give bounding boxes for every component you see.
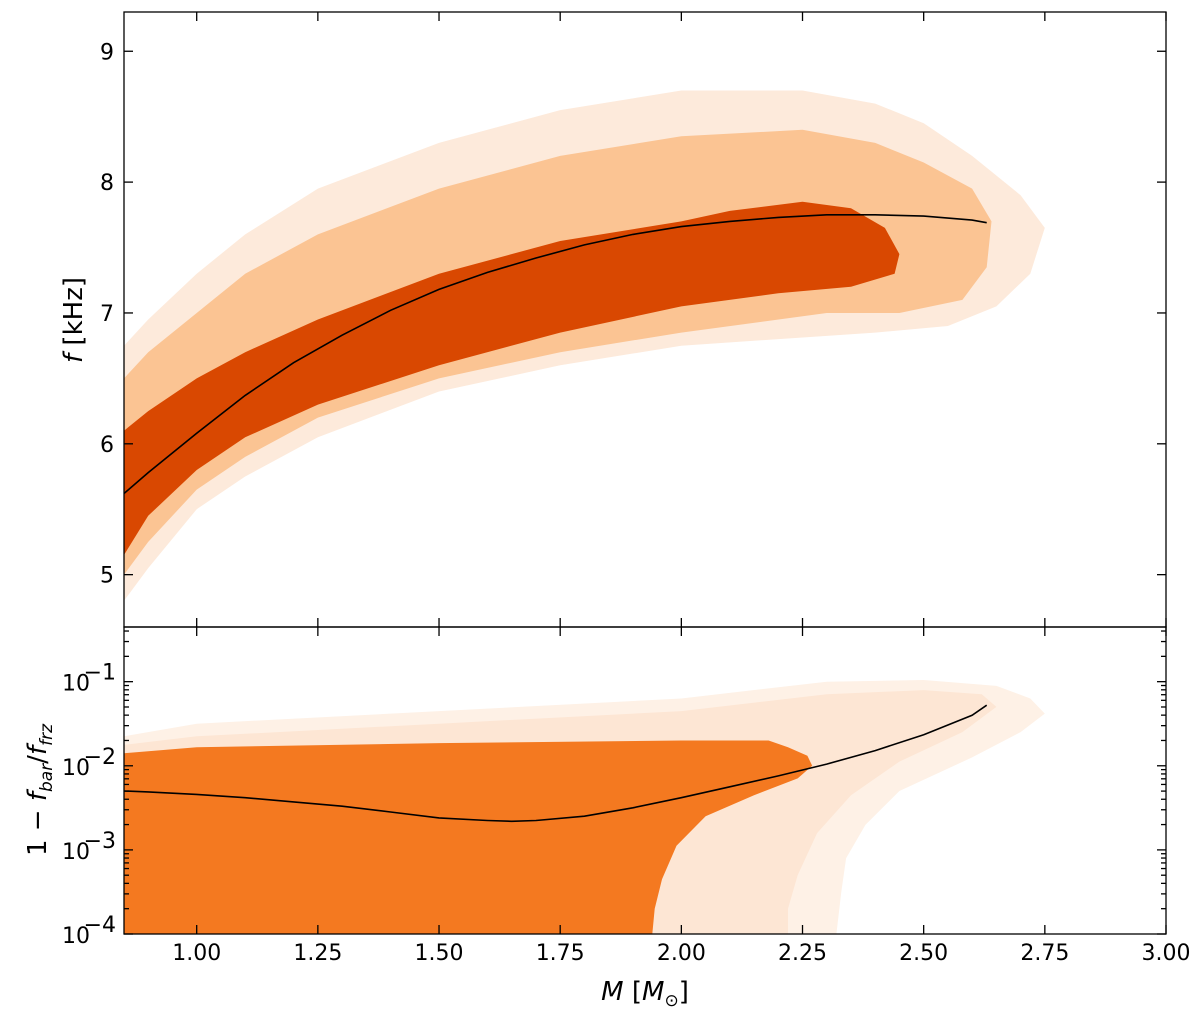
bottom-ytick-exponent: −3 [84,829,116,854]
top-ytick-label: 7 [100,302,114,327]
bottom-x-ticks: 1.00 1.25 1.50 1.75 2.00 2.25 2.50 2.75 3.00 [172,627,1190,966]
bottom-ytick-exponent: −2 [84,745,116,770]
top-ytick-label: 8 [100,171,114,196]
bottom-xtick-label: 1.50 [415,941,464,966]
bottom-xtick-label: 1.75 [536,941,585,966]
bottom-x-label-main: M [601,977,623,1007]
bottom-ytick-label: 10 [62,672,90,697]
bottom-band-2 [124,740,813,934]
bottom-xtick-label: 1.25 [293,941,342,966]
top-confidence-bands [124,90,1045,601]
bottom-y-ticks: 10−410−310−210−1 [62,630,1166,949]
bottom-ytick-label: 10 [62,924,90,949]
top-ytick-label: 5 [100,564,114,589]
top-band-2 [124,201,900,555]
bottom-ytick-exponent: −1 [84,661,116,686]
bottom-ytick-label: 10 [62,840,90,865]
bottom-xtick-label: 2.00 [657,941,706,966]
top-ytick-label: 9 [100,40,114,65]
top-panel: 5 6 7 8 9 f [kHz] [59,12,1167,627]
bottom-xtick-label: 3.00 [1142,941,1191,966]
top-median-line [123,214,987,495]
bottom-y-axis-label: 1 − fbar/ffrz [23,723,57,856]
bottom-xtick-label: 2.75 [1020,941,1069,966]
bottom-panel: 10−410−310−210−1 1.00 1.25 1.50 1.75 2.00 2.2… [23,627,1190,1011]
bottom-ytick-label: 10 [62,756,90,781]
top-y-ticks: 5 6 7 8 9 [100,40,1166,589]
bottom-xtick-label: 2.50 [899,941,948,966]
bottom-x-axis-label: M [M⊙] [601,977,689,1011]
bottom-xtick-label: 1.00 [172,941,221,966]
top-y-label-unit: [kHz] [59,277,89,346]
bottom-axes-frame [123,626,1167,935]
bottom-median-line [123,704,988,823]
top-ytick-label: 6 [100,433,114,458]
top-y-axis-label: f [kHz] [59,277,89,363]
bottom-confidence-bands [124,680,1045,934]
bottom-xtick-label: 2.25 [778,941,827,966]
bottom-ytick-exponent: −4 [84,913,116,938]
